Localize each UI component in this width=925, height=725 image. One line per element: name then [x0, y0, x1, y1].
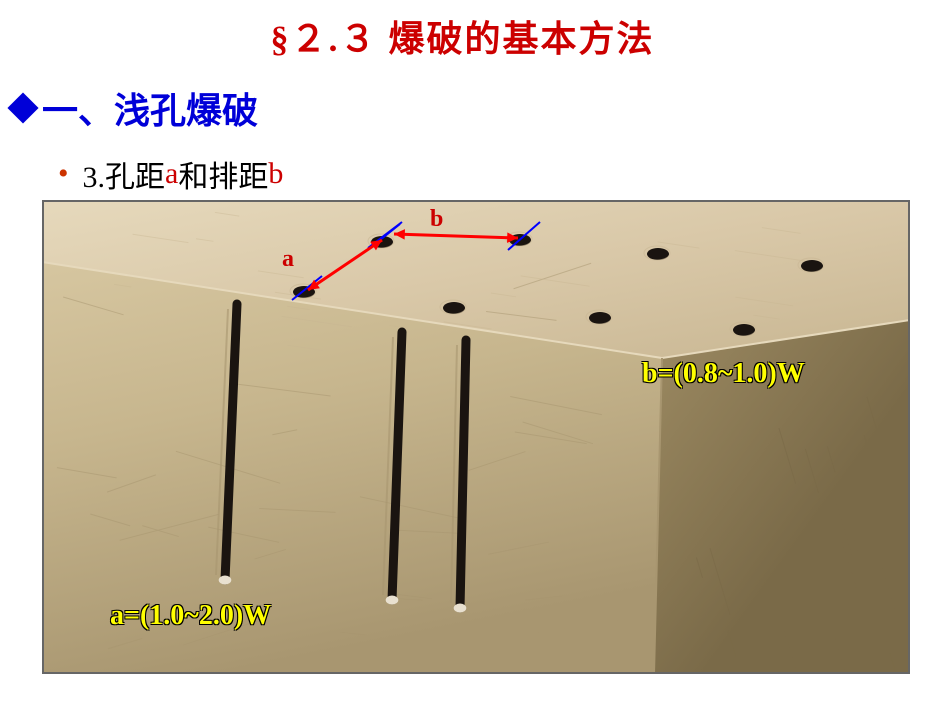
- dimension-label-b: b: [430, 206, 443, 233]
- section-heading-text: 一、浅孔爆破: [42, 82, 258, 134]
- subheading-var-b: b: [268, 157, 283, 191]
- blasting-diagram: a b b=(0.8~1.0)W a=(1.0~2.0)W: [42, 200, 910, 674]
- diamond-bullet-icon: [7, 92, 38, 123]
- section-heading: 一、浅孔爆破: [8, 82, 925, 134]
- formula-a: a=(1.0~2.0)W: [110, 600, 271, 632]
- subsection-heading: • 3.孔距 a 和排距 b: [58, 152, 925, 196]
- bullet-icon: •: [58, 159, 69, 189]
- subheading-prefix: 3.孔距: [83, 152, 166, 196]
- page-title: §２.３ 爆破的基本方法: [0, 0, 925, 62]
- subheading-var-a: a: [165, 157, 178, 191]
- dimension-label-a: a: [282, 246, 294, 273]
- formula-b: b=(0.8~1.0)W: [642, 358, 805, 390]
- subheading-mid: 和排距: [178, 152, 268, 196]
